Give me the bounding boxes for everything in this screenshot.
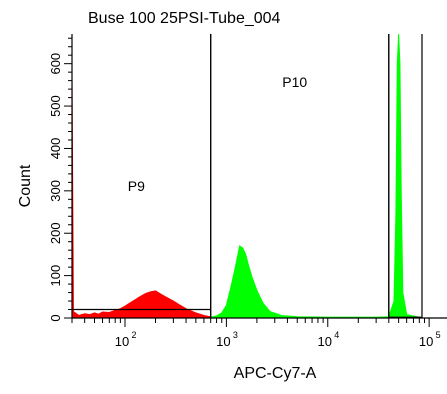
x-tick-exponent: 3 — [233, 330, 238, 340]
x-tick-exponent: 5 — [436, 330, 441, 340]
x-tick-label: 10 — [115, 334, 129, 349]
y-axis-label: Count — [17, 164, 34, 207]
series-area-2 — [210, 33, 420, 319]
x-axis-label: APC-Cy7-A — [234, 365, 317, 382]
y-tick-label: 600 — [48, 53, 63, 75]
x-tick-label: 10 — [318, 334, 332, 349]
gate-label-1: P9 — [128, 178, 145, 194]
x-tick-exponent: 2 — [132, 330, 137, 340]
y-tick-label: 200 — [48, 222, 63, 244]
y-tick-label: 0 — [48, 314, 63, 321]
chart-title: Buse 100 25PSI-Tube_004 — [88, 10, 281, 27]
y-tick-label: 400 — [48, 138, 63, 160]
plot-content: P9 P10 — [71, 33, 423, 319]
x-tick-label: 10 — [216, 334, 230, 349]
x-tick-label: 10 — [419, 334, 433, 349]
y-tick-label: 100 — [48, 265, 63, 287]
gate-label-2: P10 — [282, 74, 307, 90]
y-tick-label: 500 — [48, 95, 63, 117]
y-tick-label: 300 — [48, 180, 63, 202]
series-area-1 — [71, 72, 212, 319]
x-tick-exponent: 4 — [334, 330, 339, 340]
